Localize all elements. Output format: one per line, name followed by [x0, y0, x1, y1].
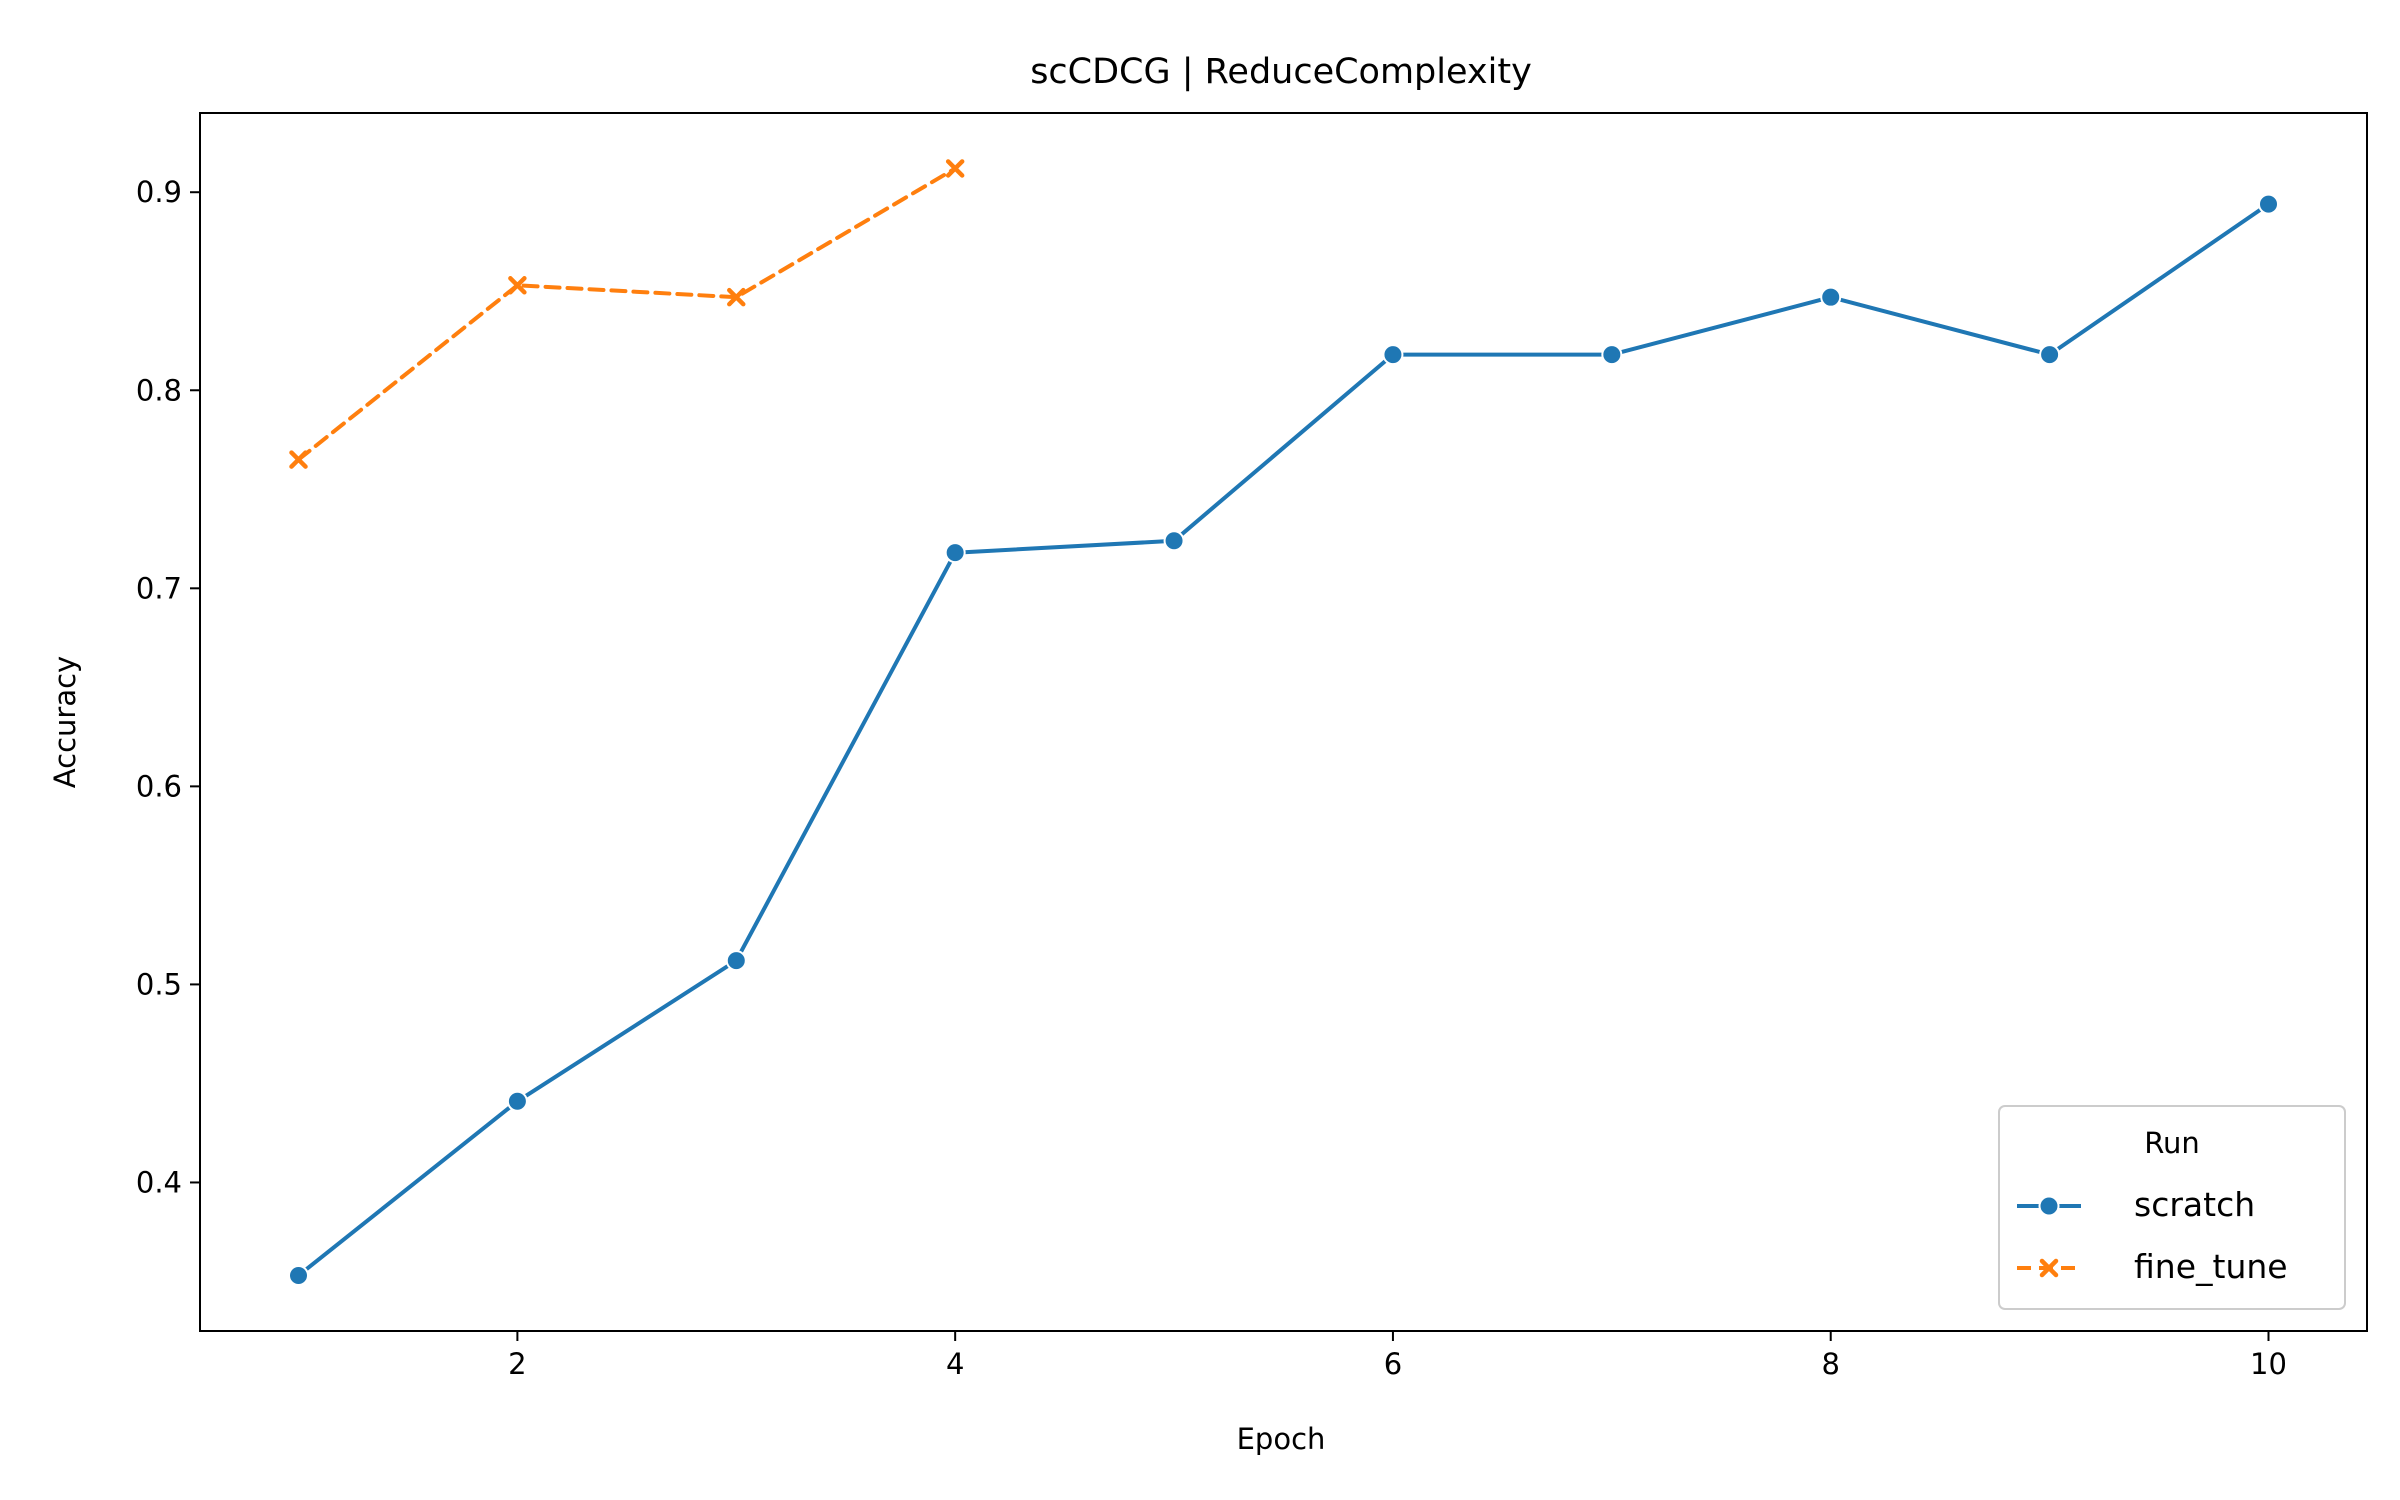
plot-area: [199, 112, 2368, 1332]
marker-cross: [2039, 1258, 2059, 1278]
y-tick-label: 0.5: [136, 967, 182, 1001]
legend-title: Run: [2144, 1126, 2200, 1160]
data-point-scratch: [1601, 344, 1623, 366]
legend-marker-fine_tune: [2039, 1258, 2059, 1278]
x-tick-label: 6: [1384, 1347, 1402, 1381]
marker-cross: [945, 159, 965, 178]
y-axis-label: Accuracy: [48, 656, 82, 788]
legend-label-scratch: scratch: [2134, 1185, 2255, 1224]
data-point-fine_tune: [727, 287, 746, 307]
marker-cross: [508, 276, 527, 295]
x-tick-label: 8: [1821, 1347, 1839, 1381]
series-line-fine_tune: [296, 166, 958, 462]
legend-entry-scratch: scratch: [2017, 1185, 2255, 1224]
data-point-scratch: [288, 1265, 309, 1287]
y-tick-label: 0.9: [136, 175, 182, 209]
series-scratch: [288, 193, 2279, 1287]
axes-frame: [199, 112, 2368, 1332]
y-tick-label: 0.8: [136, 373, 182, 407]
data-point-scratch: [2039, 344, 2061, 366]
data-point-scratch: [944, 542, 966, 564]
legend-marker-scratch: [2038, 1195, 2060, 1217]
x-axis-label: Epoch: [1237, 1422, 1326, 1456]
data-point-scratch: [1820, 286, 1842, 308]
data-point-fine_tune: [945, 159, 965, 178]
data-point-scratch: [2258, 193, 2279, 215]
y-tick-label: 0.7: [136, 571, 182, 605]
x-tick-label: 4: [946, 1347, 964, 1381]
series-fine_tune: [289, 159, 965, 469]
y-axis-ticks: 0.4 0.5 0.6 0.7 0.8 0.9: [136, 175, 200, 1199]
x-tick-label: 2: [508, 1347, 526, 1381]
marker-cross: [289, 450, 308, 469]
x-axis-ticks: 2 4 6 8 10: [508, 1331, 2287, 1381]
legend-label-fine_tune: fine_tune: [2134, 1247, 2288, 1286]
data-point-scratch: [1382, 344, 1404, 366]
data-point-scratch: [506, 1090, 528, 1112]
y-tick-label: 0.4: [136, 1165, 182, 1199]
marker-cross: [727, 287, 746, 307]
x-tick-label: 10: [2250, 1347, 2287, 1381]
chart-title: scCDCG | ReduceComplexity: [1030, 52, 1532, 92]
data-point-fine_tune: [508, 276, 527, 295]
data-point-scratch: [725, 950, 747, 972]
legend: Run scratch fine_tune: [1998, 1105, 2346, 1310]
legend-box: [1998, 1105, 2346, 1310]
y-tick-label: 0.6: [136, 769, 182, 803]
series-line-scratch: [296, 202, 2271, 1278]
data-point-fine_tune: [289, 450, 308, 469]
legend-entries: scratch fine_tune: [2017, 1185, 2288, 1286]
data-point-scratch: [1163, 530, 1185, 552]
legend-entry-fine_tune: fine_tune: [2017, 1247, 2288, 1286]
